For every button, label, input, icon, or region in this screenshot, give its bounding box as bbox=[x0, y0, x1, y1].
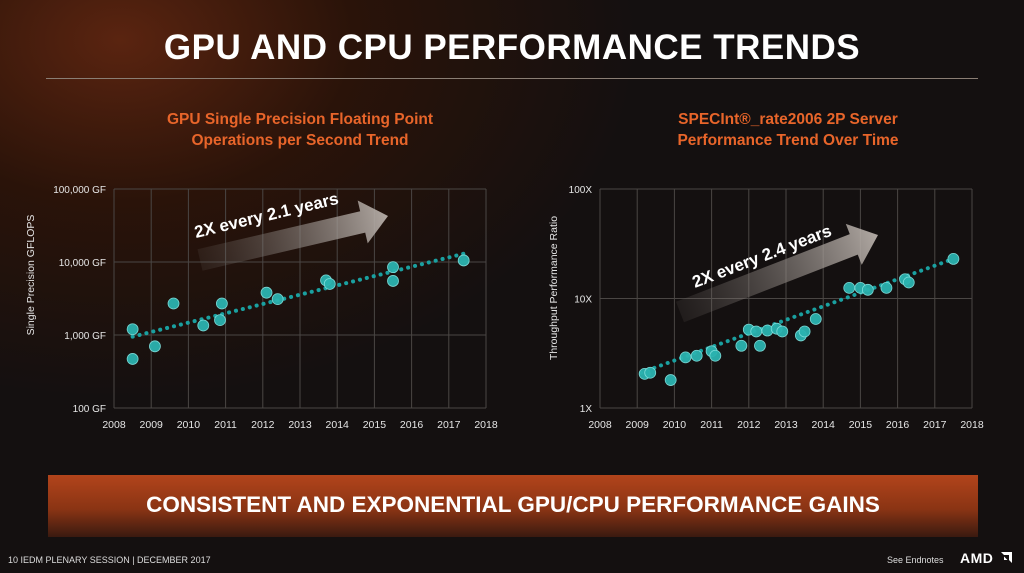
gpu-xtick-label: 2015 bbox=[363, 419, 387, 431]
gpu-data-point-11 bbox=[387, 261, 399, 274]
amd-arrow-icon bbox=[1001, 552, 1012, 563]
cpu-ytick-label: 100X bbox=[569, 185, 593, 196]
gpu-y-axis-label: Single Precision GFLOPS bbox=[25, 215, 37, 336]
cpu-data-point-19 bbox=[861, 283, 874, 296]
gpu-data-point-6 bbox=[215, 297, 228, 310]
gpu-xtick-label: 2016 bbox=[400, 419, 424, 431]
amd-logo-text: AMD bbox=[960, 550, 994, 566]
cpu-data-point-1 bbox=[644, 366, 657, 379]
gpu-xtick-label: 2011 bbox=[214, 419, 237, 431]
cpu-data-point-10 bbox=[754, 339, 766, 352]
gpu-trendline bbox=[130, 251, 466, 339]
cpu-xtick-label: 2008 bbox=[588, 419, 612, 431]
cpu-trend-arrow bbox=[676, 223, 878, 323]
gpu-chart-title-line2: Operations per Second Trend bbox=[191, 132, 409, 149]
cpu-chart-title-line2: Performance Trend Over Time bbox=[677, 132, 899, 149]
gpu-xtick-label: 2018 bbox=[474, 419, 498, 431]
cpu-data-point-20 bbox=[880, 281, 893, 294]
gpu-ytick-label: 100 GF bbox=[73, 404, 106, 415]
cpu-xtick-label: 2009 bbox=[626, 419, 650, 431]
cpu-xtick-label: 2012 bbox=[737, 419, 761, 431]
cpu-data-point-2 bbox=[664, 374, 677, 386]
cpu-data-point-4 bbox=[690, 349, 703, 362]
cpu-data-point-9 bbox=[750, 325, 763, 338]
summary-banner: CONSISTENT AND EXPONENTIAL GPU/CPU PERFO… bbox=[48, 475, 978, 537]
cpu-ytick-label: 1X bbox=[580, 404, 593, 415]
gpu-trend-arrow-shape bbox=[197, 200, 388, 271]
gpu-chart-title-line1: GPU Single Precision Floating Point bbox=[166, 111, 434, 128]
cpu-data-point-16 bbox=[809, 313, 822, 325]
cpu-xtick-label: 2010 bbox=[663, 419, 687, 431]
footer-session-info: 10 IEDM PLENARY SESSION | DECEMBER 2017 bbox=[8, 555, 211, 565]
cpu-xtick-label: 2016 bbox=[886, 419, 910, 431]
gpu-chart-title: GPU Single Precision Floating Point Oper… bbox=[110, 109, 490, 151]
gpu-xtick-label: 2008 bbox=[102, 419, 126, 431]
gpu-trend-arrow bbox=[197, 200, 388, 271]
cpu-data-point-17 bbox=[843, 281, 856, 294]
gpu-xtick-label: 2010 bbox=[177, 419, 201, 431]
cpu-chart-title-line1: SPECInt®_rate2006 2P Server bbox=[678, 111, 898, 128]
cpu-data-point-23 bbox=[947, 252, 960, 265]
cpu-xtick-label: 2015 bbox=[849, 419, 873, 431]
cpu-data-point-7 bbox=[735, 339, 748, 352]
cpu-xtick-label: 2011 bbox=[700, 419, 723, 431]
gpu-xtick-label: 2013 bbox=[288, 419, 312, 431]
gpu-xtick-label: 2009 bbox=[140, 419, 164, 431]
title-divider bbox=[46, 78, 978, 79]
gpu-data-point-5 bbox=[214, 314, 226, 326]
cpu-data-point-6 bbox=[709, 349, 722, 362]
cpu-xtick-label: 2017 bbox=[923, 419, 947, 431]
gpu-data-point-4 bbox=[197, 319, 210, 332]
cpu-xtick-label: 2018 bbox=[960, 419, 984, 431]
cpu-xtick-label: 2014 bbox=[812, 419, 836, 431]
gpu-data-point-3 bbox=[167, 297, 180, 310]
slide-title: GPU AND CPU PERFORMANCE TRENDS bbox=[163, 28, 861, 67]
gpu-data-point-7 bbox=[260, 286, 273, 299]
gpu-xtick-label: 2012 bbox=[251, 419, 275, 431]
gpu-data-point-2 bbox=[149, 340, 161, 353]
gpu-data-point-8 bbox=[271, 293, 284, 306]
gpu-data-point-0 bbox=[126, 323, 139, 336]
gpu-xtick-label: 2017 bbox=[437, 419, 461, 431]
gpu-data-point-1 bbox=[126, 353, 139, 365]
cpu-data-point-15 bbox=[798, 325, 811, 338]
amd-logo: AMD bbox=[960, 550, 1016, 566]
summary-banner-text: CONSISTENT AND EXPONENTIAL GPU/CPU PERFO… bbox=[146, 492, 880, 517]
gpu-ytick-label: 100,000 GF bbox=[53, 185, 106, 196]
cpu-xtick-label: 2013 bbox=[774, 419, 798, 431]
cpu-y-axis-label: Throughput Performance Ratio bbox=[548, 216, 560, 360]
gpu-xtick-label: 2014 bbox=[326, 419, 350, 431]
cpu-data-point-3 bbox=[679, 351, 692, 364]
cpu-data-point-22 bbox=[902, 276, 915, 289]
cpu-trend-arrow-shape bbox=[676, 223, 878, 323]
cpu-ytick-label: 10X bbox=[574, 295, 592, 306]
gpu-data-point-12 bbox=[387, 275, 399, 287]
gpu-ytick-label: 1,000 GF bbox=[64, 331, 106, 342]
cpu-data-point-13 bbox=[776, 325, 789, 338]
cpu-chart-title: SPECInt®_rate2006 2P Server Performance … bbox=[598, 109, 978, 151]
footer-endnotes-link[interactable]: See Endnotes bbox=[887, 555, 944, 565]
gpu-data-point-10 bbox=[323, 278, 336, 290]
gpu-data-point-13 bbox=[457, 254, 470, 267]
gpu-ytick-label: 10,000 GF bbox=[59, 258, 106, 269]
